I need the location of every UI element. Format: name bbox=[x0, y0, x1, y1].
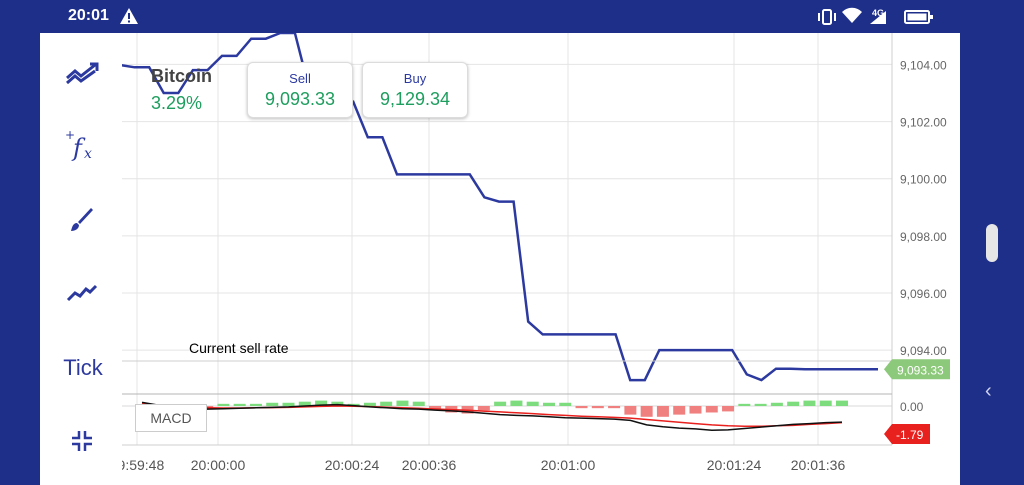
y-tick-label: 9,104.00 bbox=[900, 58, 947, 72]
y-tick-label: 9,096.00 bbox=[900, 287, 947, 301]
value-tags: 9,093.33 -1.79 bbox=[884, 359, 950, 444]
price-line bbox=[119, 33, 878, 382]
macd-bar bbox=[591, 406, 604, 409]
sell-value: 9,093.33 bbox=[264, 89, 336, 109]
macd-bar bbox=[608, 406, 621, 409]
macd-bar bbox=[380, 401, 393, 406]
y-tick-label: 9,094.00 bbox=[900, 344, 947, 358]
macd-bar bbox=[429, 406, 442, 411]
y-tick-label: 9,100.00 bbox=[900, 173, 947, 187]
x-tick-label: 20:01:24 bbox=[707, 457, 762, 473]
macd-bar bbox=[494, 401, 507, 406]
left-toolbar: + f x Tick bbox=[40, 33, 122, 485]
macd-bar bbox=[315, 400, 328, 406]
buy-button[interactable]: Buy 9,129.34 bbox=[362, 62, 468, 118]
sell-label: Sell bbox=[289, 71, 311, 86]
status-bar: 20:01 4G bbox=[0, 0, 1024, 33]
x-tick-label: 20:01:36 bbox=[791, 457, 846, 473]
line-chart-icon bbox=[66, 284, 98, 302]
macd-signal-line bbox=[141, 403, 843, 428]
macd-bar bbox=[640, 406, 653, 417]
macd-bar bbox=[298, 401, 311, 406]
network-type: 4G bbox=[872, 8, 884, 18]
x-tick-label: 19:59:48 bbox=[110, 457, 165, 473]
status-time: 20:01 bbox=[68, 7, 109, 24]
instrument-name: Bitcoin bbox=[151, 66, 212, 86]
macd-bar bbox=[477, 406, 490, 411]
svg-text:x: x bbox=[84, 146, 92, 162]
macd-bar bbox=[803, 400, 816, 406]
tick-timeframe-button[interactable]: Tick bbox=[63, 355, 103, 380]
macd-bar bbox=[510, 400, 523, 406]
macd-bar bbox=[656, 406, 669, 417]
macd-bar bbox=[282, 402, 295, 406]
macd-bar bbox=[363, 402, 376, 406]
macd-bar bbox=[266, 402, 279, 406]
buy-label: Buy bbox=[403, 71, 427, 86]
current-price-tag-label: 9,093.33 bbox=[897, 363, 944, 377]
x-tick-label: 20:00:24 bbox=[325, 457, 380, 473]
warning-icon bbox=[119, 7, 139, 30]
macd-bar bbox=[836, 400, 848, 406]
vibrate-icon bbox=[818, 9, 836, 25]
macd-bar bbox=[575, 406, 588, 409]
macd-bar bbox=[689, 406, 702, 414]
chart-axes: 9,104.00 9,102.00 9,100.00 9,098.00 9,096.00… bbox=[110, 33, 947, 473]
sell-button[interactable]: Sell 9,093.33 bbox=[247, 62, 353, 118]
signal-icon bbox=[870, 11, 886, 24]
macd-bar bbox=[787, 401, 800, 406]
line-chart-button[interactable] bbox=[62, 275, 102, 311]
chart-screen: 9,104.00 9,102.00 9,100.00 9,098.00 9,096.00… bbox=[40, 33, 960, 485]
chevron-left-icon[interactable]: ‹ bbox=[985, 380, 992, 402]
macd-bar bbox=[542, 402, 555, 406]
macd-button[interactable]: MACD bbox=[135, 404, 207, 432]
macd-bar bbox=[331, 401, 344, 406]
macd-bar bbox=[705, 406, 718, 413]
macd-bar bbox=[819, 400, 832, 406]
scroll-handle[interactable] bbox=[986, 224, 998, 262]
macd-value-tag bbox=[884, 424, 930, 444]
macd-bar bbox=[770, 402, 783, 406]
x-tick-label: 20:00:00 bbox=[191, 457, 246, 473]
chart-type-button[interactable] bbox=[62, 56, 102, 92]
macd-bar bbox=[249, 403, 262, 406]
current-price-tag bbox=[884, 359, 950, 380]
collapse-button[interactable] bbox=[62, 423, 102, 459]
macd-main-line bbox=[141, 401, 843, 432]
y-tick-label: 9,098.00 bbox=[900, 230, 947, 244]
indicator-fx-icon: +f x bbox=[65, 128, 92, 162]
macd-bar bbox=[673, 406, 686, 415]
macd-lines bbox=[141, 401, 843, 432]
instrument-change: 3.29% bbox=[151, 93, 203, 113]
current-sell-rate-label: Current sell rate bbox=[189, 340, 289, 356]
draw-brush-icon bbox=[71, 208, 93, 231]
price-series bbox=[119, 33, 878, 382]
y-tick-label: 9,102.00 bbox=[900, 116, 947, 130]
macd-y-tick-label: 0.00 bbox=[900, 400, 924, 414]
battery-icon bbox=[904, 10, 933, 24]
x-tick-label: 20:00:36 bbox=[402, 457, 457, 473]
svg-text:+: + bbox=[65, 128, 75, 142]
status-icons: 4G bbox=[818, 7, 938, 27]
macd-bar bbox=[559, 402, 572, 406]
macd-bar bbox=[624, 406, 637, 415]
wifi-icon bbox=[842, 7, 862, 23]
indicator-button[interactable]: + f x bbox=[62, 127, 102, 163]
macd-bar bbox=[526, 401, 539, 406]
macd-bar bbox=[738, 403, 751, 406]
x-tick-label: 20:01:00 bbox=[541, 457, 596, 473]
macd-bar bbox=[722, 406, 735, 412]
macd-bar bbox=[754, 403, 767, 406]
macd-bar bbox=[217, 403, 230, 406]
chart-grid bbox=[122, 33, 892, 445]
draw-button[interactable] bbox=[62, 203, 102, 239]
macd-bar bbox=[396, 400, 409, 406]
chart-type-icon bbox=[66, 62, 99, 85]
macd-bar bbox=[233, 403, 246, 406]
buy-value: 9,129.34 bbox=[379, 89, 451, 109]
macd-bar bbox=[412, 401, 425, 406]
macd-value-tag-label: -1.79 bbox=[896, 428, 924, 442]
collapse-icon bbox=[72, 431, 92, 451]
